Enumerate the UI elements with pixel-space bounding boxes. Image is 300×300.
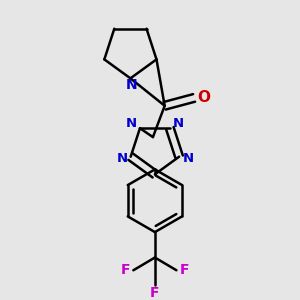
Text: O: O [197,90,210,105]
Text: N: N [116,152,128,165]
Text: F: F [150,286,160,300]
Text: N: N [126,117,137,130]
Text: F: F [179,263,189,277]
Text: N: N [126,78,137,92]
Text: N: N [182,152,194,165]
Text: N: N [173,117,184,130]
Text: F: F [121,263,130,277]
